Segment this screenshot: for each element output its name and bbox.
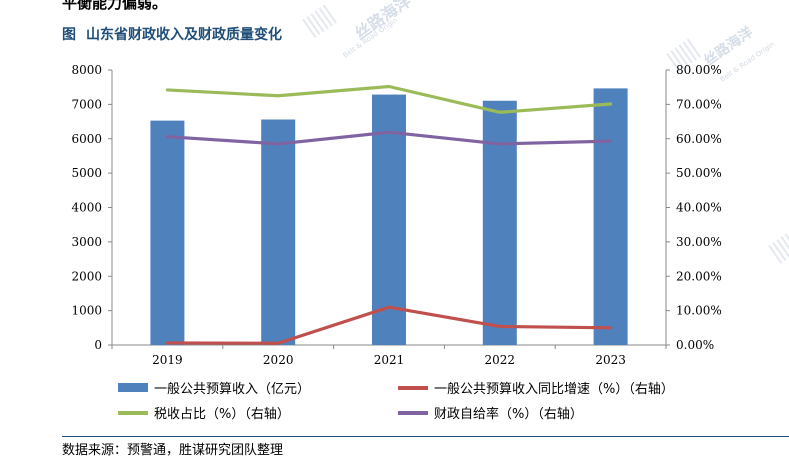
right-tick-label: 70.00%: [676, 97, 722, 111]
legend-item-growth: 一般公共预算收入同比增速（%）（右轴）: [398, 378, 674, 397]
figure-title: 图山东省财政收入及财政质量变化: [62, 24, 282, 44]
legend-swatch-bar: [118, 383, 148, 392]
legend-label: 一般公共预算收入同比增速（%）（右轴）: [434, 382, 674, 397]
x-tick-label: 2020: [263, 353, 294, 367]
left-tick-label: 1000: [71, 304, 102, 318]
right-tick-label: 60.00%: [676, 132, 722, 146]
right-tick-label: 40.00%: [676, 201, 722, 215]
x-tick-label: 2021: [374, 353, 405, 367]
data-source-note: 数据来源：预警通，胜谋研究团队整理: [62, 436, 789, 458]
left-tick-label: 8000: [71, 63, 102, 77]
figure-label: 图: [62, 27, 76, 43]
legend-swatch-line: [398, 410, 428, 415]
left-tick-label: 7000: [71, 97, 102, 111]
legend-item-tax-share: 税收占比（%）（右轴）: [118, 403, 290, 422]
line-growth-rate: [165, 305, 613, 345]
bar-revenue: [482, 100, 517, 345]
legend-item-self-sufficiency: 财政自给率（%）（右轴）: [398, 403, 583, 422]
x-tick-label: 2019: [152, 353, 183, 367]
legend-label: 财政自给率（%）（右轴）: [434, 407, 583, 422]
legend-label: 一般公共预算收入（亿元）: [154, 382, 311, 397]
legend-item-revenue: 一般公共预算收入（亿元）: [118, 378, 310, 397]
legend-label: 税收占比（%）（右轴）: [154, 407, 290, 422]
bar-revenue: [593, 88, 628, 345]
line-tax-share: [165, 84, 613, 114]
left-tick-label: 3000: [71, 235, 102, 249]
left-tick-label: 0: [94, 338, 102, 352]
bar-revenue: [372, 94, 406, 345]
line-self-sufficiency: [165, 130, 613, 146]
right-tick-label: 20.00%: [676, 269, 722, 283]
right-tick-label: 0.00%: [676, 338, 714, 352]
bar-revenue: [150, 120, 185, 346]
left-tick-label: 4000: [71, 201, 102, 215]
bar-revenue: [261, 119, 296, 345]
left-tick-label: 6000: [71, 132, 102, 146]
chart-legend: 一般公共预算收入（亿元） 一般公共预算收入同比增速（%）（右轴） 税收占比（%）…: [118, 378, 718, 424]
figure-title-text: 山东省财政收入及财政质量变化: [86, 27, 282, 43]
legend-swatch-line: [118, 410, 148, 415]
left-tick-label: 2000: [71, 269, 102, 283]
right-tick-label: 30.00%: [676, 235, 722, 249]
x-tick-label: 2022: [485, 353, 516, 367]
combo-chart: 0 1000 2000 3000 4000 5000 6000 7000 8000 0.00% 10…: [71, 63, 722, 367]
right-tick-label: 10.00%: [676, 304, 722, 318]
intro-text-fragment: 平衡能力偏弱。: [62, 0, 168, 12]
x-tick-label: 2023: [595, 353, 626, 367]
left-tick-label: 5000: [71, 166, 102, 180]
right-tick-label: 50.00%: [676, 166, 722, 180]
legend-swatch-line: [398, 385, 428, 390]
right-tick-label: 80.00%: [676, 63, 722, 77]
